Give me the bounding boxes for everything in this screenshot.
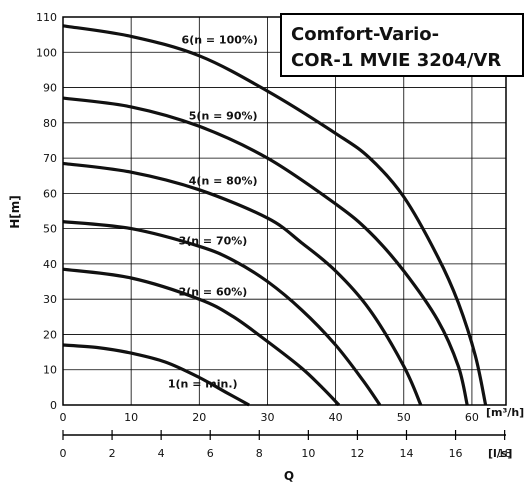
x-tick-label-secondary: 12 [350,447,364,460]
chart-title-line-1: Comfort-Vario- [291,24,439,45]
x-tick-label-primary: 0 [60,411,67,424]
x-tick-label-primary: 60 [465,411,479,424]
y-tick-label: 80 [43,117,57,130]
y-tick-label: 100 [36,46,57,59]
x-tick-label-primary: 30 [260,411,274,424]
x-tick-label-secondary: 8 [256,447,263,460]
curve-label-2: 2(n = 60%) [179,286,248,299]
curves [62,24,488,407]
curve-1 [62,343,250,407]
y-tick-label: 20 [43,328,57,341]
y-tick-label: 30 [43,293,57,306]
x-tick-label-primary: 40 [329,411,343,424]
y-tick-label: 40 [43,258,57,271]
curve-4 [62,161,423,406]
curve-label-3: 3(n = 70%) [179,235,248,248]
x-tick-label-primary: 20 [192,411,206,424]
x-tick-label-primary: 10 [124,411,138,424]
y-tick-label: 110 [36,11,57,24]
x-axis-label: Q [284,469,294,483]
curve-labels: 1(n = min.) 2(n = 60%) 3(n = 70%) 4(n = 80%… [168,33,258,390]
y-tick-label: 10 [43,364,57,377]
y-axis-ticks: 0 10 20 30 40 50 60 70 80 90 100 110 [36,11,57,412]
x-tick-label-secondary: 14 [399,447,413,460]
title-box: Comfort-Vario- COR-1 MVIE 3204/VR [280,13,524,77]
x-tick-label-secondary: 2 [109,447,116,460]
curve-5 [62,96,469,406]
curve-label-1: 1(n = min.) [168,377,238,390]
x-tick-label-secondary: 0 [60,447,67,460]
chart-title-line-2: COR-1 MVIE 3204/VR [291,50,501,71]
x-axis-unit-secondary: [l/s] [488,447,512,460]
curve-label-5: 5(n = 90%) [189,109,258,122]
y-tick-label: 70 [43,152,57,165]
x-tick-label-secondary: 6 [207,447,214,460]
y-tick-label: 50 [43,223,57,236]
y-axis-label: H[m] [8,195,22,229]
curve-6 [62,24,488,406]
x-axis-unit-primary: [m³/h] [486,406,524,419]
y-tick-label: 60 [43,187,57,200]
x-tick-label-secondary: 18 [498,447,512,460]
x-tick-label-secondary: 16 [449,447,463,460]
title-box-frame [280,13,524,77]
x-tick-label-secondary: 4 [158,447,165,460]
x-axis-secondary: 0 2 4 6 8 10 12 14 16 18 [60,430,512,460]
x-tick-label-secondary: 10 [301,447,315,460]
curve-2 [62,267,341,407]
x-tick-label-primary: 50 [397,411,411,424]
curve-label-6: 6(n = 100%) [182,33,258,46]
x-axis-ticks-primary: 0 10 20 30 40 50 60 [60,411,479,424]
y-tick-label: 0 [50,399,57,412]
curve-3 [62,220,382,406]
y-tick-label: 90 [43,82,57,95]
curve-label-4: 4(n = 80%) [189,175,258,188]
